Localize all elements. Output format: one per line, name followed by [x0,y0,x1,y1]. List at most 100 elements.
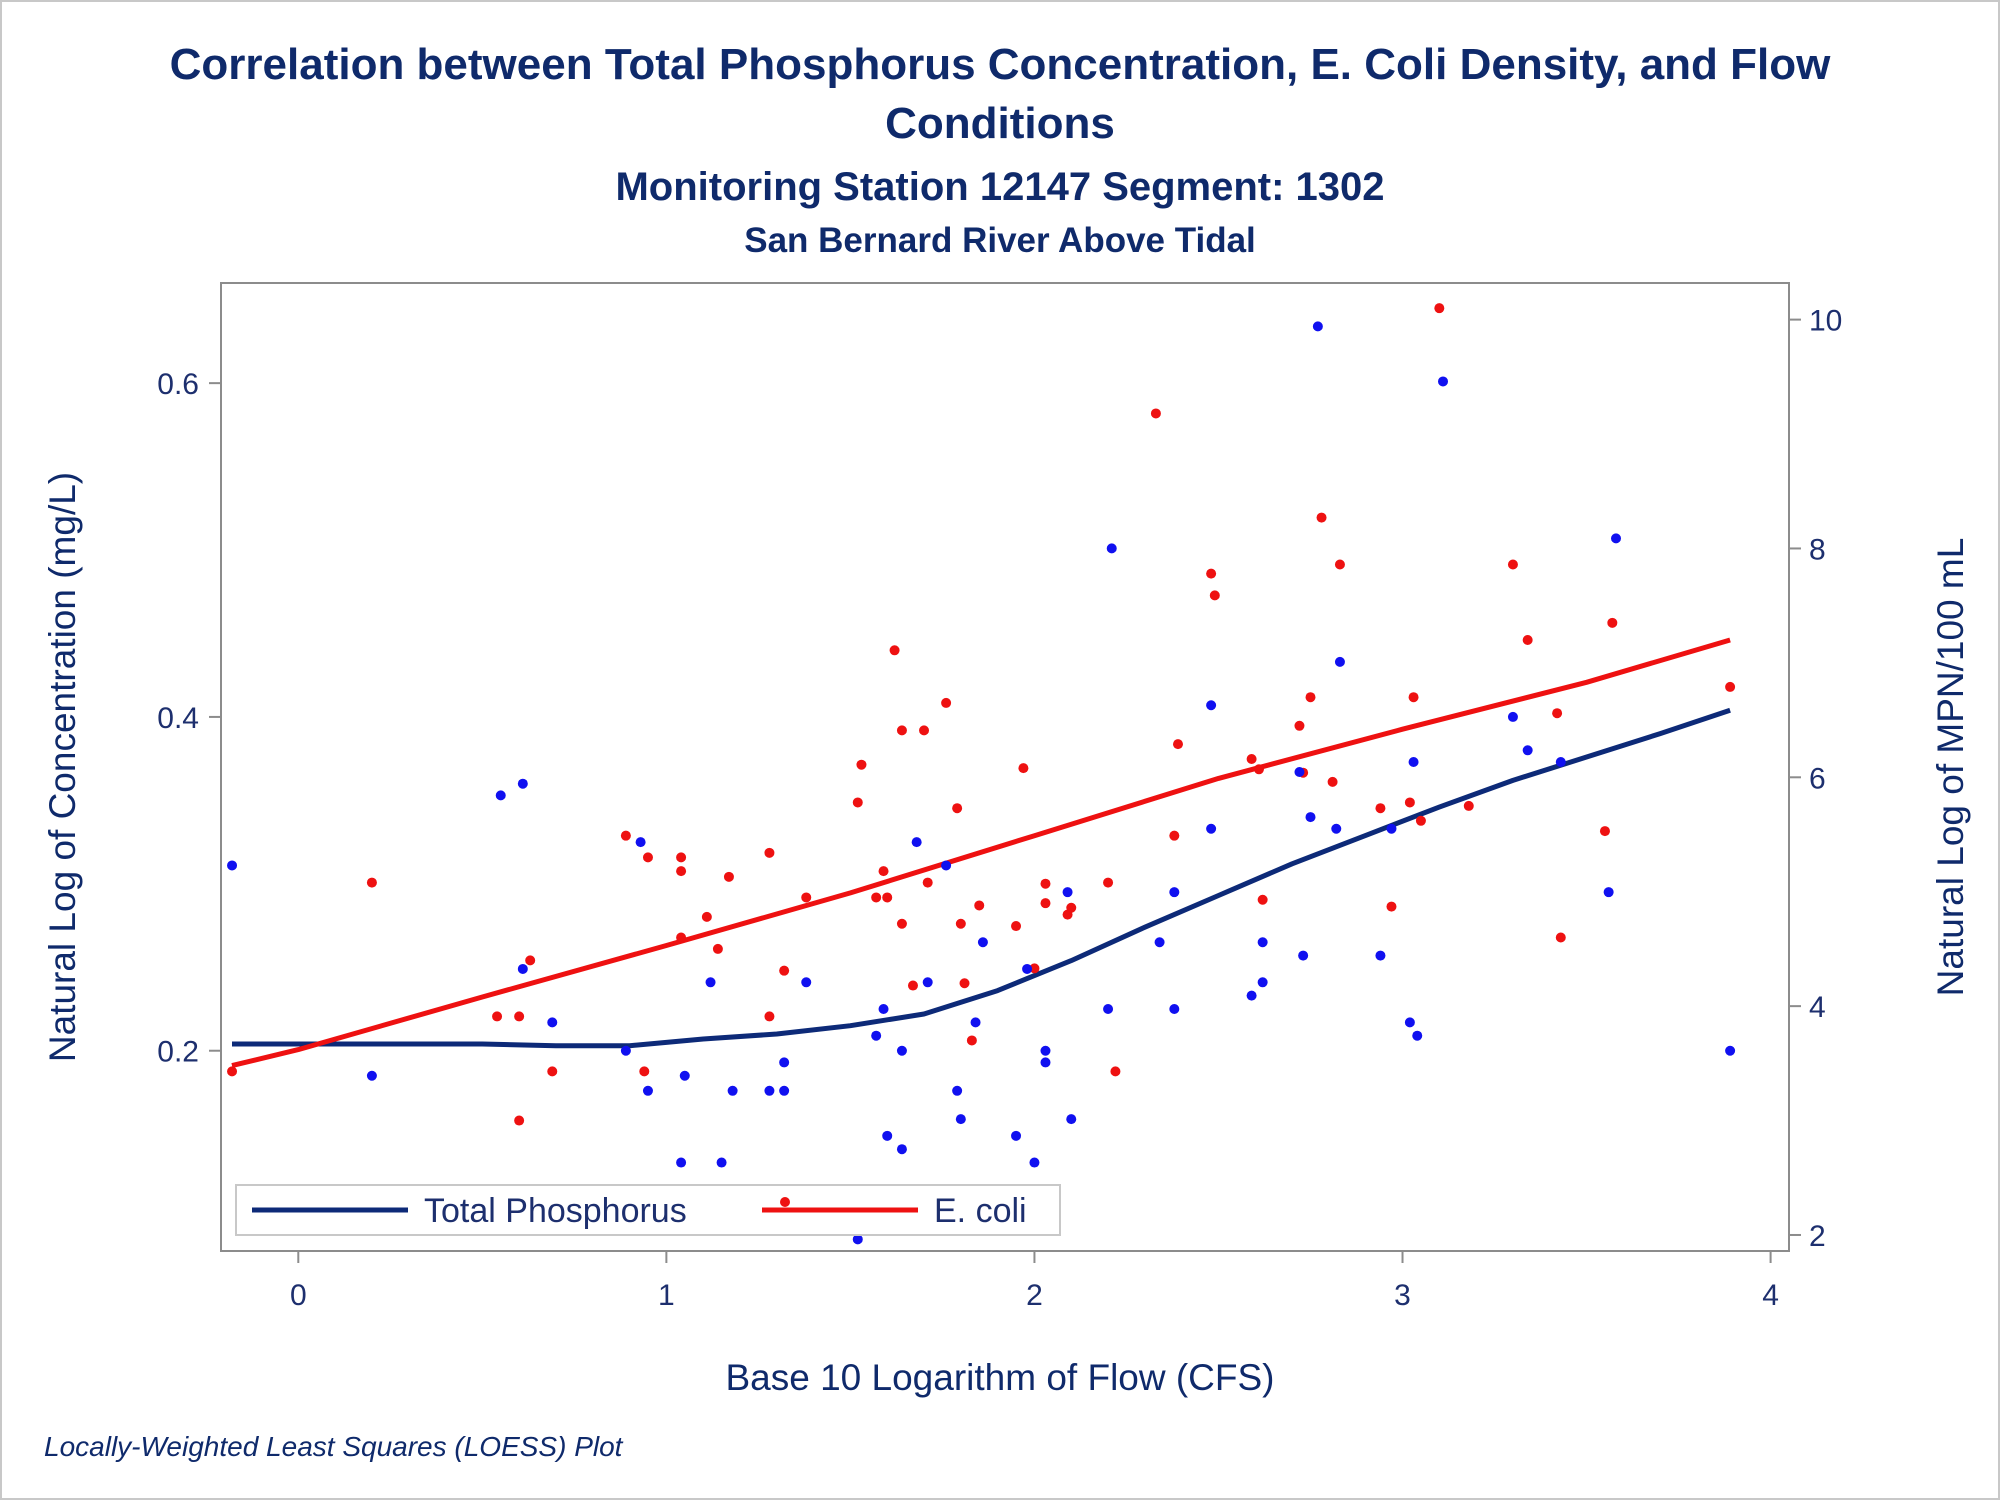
ecoli-point [922,877,933,888]
phosphorus-point [852,1234,863,1245]
x-tick-label: 3 [1394,1279,1411,1312]
ecoli-point [1404,797,1415,808]
ecoli-point [1408,692,1419,703]
ecoli-point [1209,590,1220,601]
ecoli-point [801,892,812,903]
phosphorus-point [705,977,716,988]
phosphorus-point [1206,700,1217,711]
ecoli-point [764,1011,775,1022]
y-right-tick-label: 2 [1809,1220,1826,1253]
ecoli-point [1522,634,1533,645]
y-left-tick-label: 0.6 [157,368,199,401]
ecoli-point [1316,512,1327,523]
x-axis-label: Base 10 Logarithm of Flow (CFS) [725,1357,1274,1398]
phosphorus-point [1298,950,1309,961]
ecoli-point [882,892,893,903]
phosphorus-point [1603,887,1614,898]
phosphorus-point [517,963,528,974]
chart-subtitle-station: Monitoring Station 12147 Segment: 1302 [615,165,1384,209]
x-tick-label: 2 [1026,1279,1043,1312]
phosphorus-point [1438,376,1449,387]
phosphorus-point [801,977,812,988]
phosphorus-point [1029,1157,1040,1168]
ecoli-point [966,1035,977,1046]
y-right-tick-label: 10 [1809,305,1842,338]
ecoli-point [1305,692,1316,703]
ecoli-point [1334,559,1345,570]
ecoli-point [974,900,985,911]
phosphorus-point [952,1085,963,1096]
ecoli-point [878,866,889,877]
phosphorus-point [779,1085,790,1096]
ecoli-point [1110,1066,1121,1077]
legend-phosphorus-label: Total Phosphorus [424,1192,687,1230]
footnote: Locally-Weighted Least Squares (LOESS) P… [44,1431,624,1462]
phosphorus-point [1246,990,1257,1001]
ecoli-point [642,852,653,863]
ecoli-point [676,852,687,863]
ecoli-point [907,980,918,991]
phosphorus-point [941,860,952,871]
phosphorus-point [1412,1030,1423,1041]
y-right-tick-label: 6 [1809,762,1826,795]
ecoli-point [1599,826,1610,837]
ecoli-point [227,1066,238,1077]
phosphorus-point [977,937,988,948]
ecoli-point [1040,898,1051,909]
ecoli-point [1257,894,1268,905]
ecoli-point [959,978,970,989]
phosphorus-point [871,1030,882,1041]
ecoli-point [620,830,631,841]
ecoli-point [514,1115,525,1126]
phosphorus-point [366,1070,377,1081]
phosphorus-point [1062,887,1073,898]
ecoli-point [1607,617,1618,628]
phosphorus-point [896,1144,907,1155]
ecoli-point [676,866,687,877]
ecoli-point [896,918,907,929]
ecoli-point [1434,303,1445,314]
chart-title-line1: Correlation between Total Phosphorus Con… [170,40,1831,89]
ecoli-point [1386,901,1397,912]
ecoli-point [723,871,734,882]
y-left-tick-label: 0.2 [157,1036,199,1069]
ecoli-point [1375,803,1386,814]
ecoli-point [952,803,963,814]
phosphorus-point [1507,711,1518,722]
ecoli-point [701,911,712,922]
legend-ecoli-label: E. coli [934,1192,1027,1230]
ecoli-point [852,797,863,808]
ecoli-point [525,955,536,966]
phosphorus-point [1331,823,1342,834]
ecoli-point [1040,878,1051,889]
phosphorus-point [620,1045,631,1056]
phosphorus-point [517,778,528,789]
plot-area [220,282,1790,1252]
phosphorus-point [1257,977,1268,988]
chart-title-line2: Conditions [885,99,1115,148]
ecoli-point [856,759,867,770]
ecoli-point [1507,559,1518,570]
phosphorus-point [764,1085,775,1096]
phosphorus-point [1103,1004,1114,1014]
ecoli-point [889,645,900,656]
ecoli-point [1011,921,1022,932]
phosphorus-point [1294,767,1305,778]
phosphorus-point [911,837,922,848]
phosphorus-point [495,790,506,801]
phosphorus-point [642,1085,653,1096]
ecoli-point [676,932,687,943]
ecoli-point [871,892,882,903]
phosphorus-point [1022,963,1033,974]
chart-subtitle-river: San Bernard River Above Tidal [744,221,1256,260]
plot-frame [220,282,1790,1252]
ecoli-point [712,943,723,954]
phosphorus-point [1169,1004,1180,1014]
phosphorus-point [1312,321,1323,332]
phosphorus-point [896,1045,907,1056]
phosphorus-point [1408,756,1419,767]
ecoli-point [547,1066,558,1077]
phosphorus-point [1555,756,1566,767]
